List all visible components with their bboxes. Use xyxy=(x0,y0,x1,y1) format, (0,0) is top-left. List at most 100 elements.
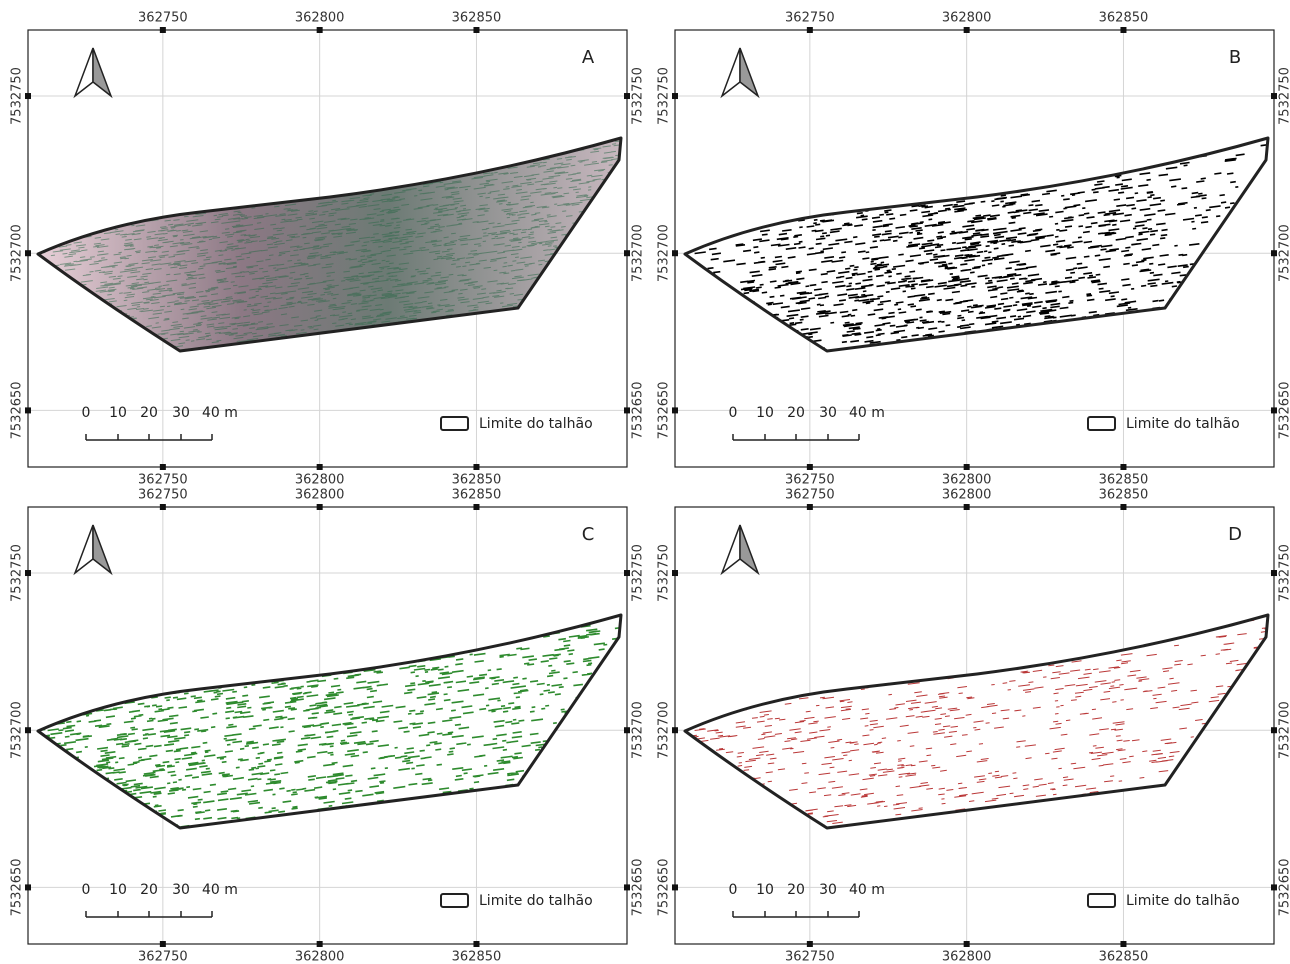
y-tick-label: 7532650 xyxy=(657,858,672,916)
tick-mark xyxy=(25,93,31,99)
legend-label: Limite do talhão xyxy=(479,416,593,432)
legend-label: Limite do talhão xyxy=(1126,416,1240,432)
x-tick-label: 362800 xyxy=(942,473,992,488)
x-tick-label: 362850 xyxy=(1099,488,1149,503)
tick-mark xyxy=(964,941,970,947)
tick-mark xyxy=(1271,250,1277,256)
panel-label: B xyxy=(1229,47,1241,68)
panel-label: C xyxy=(582,524,595,545)
scale-label: 40 m xyxy=(202,405,238,421)
scale-label: 0 xyxy=(729,405,738,421)
scale-label: 30 xyxy=(819,405,837,421)
x-tick-label: 362800 xyxy=(942,950,992,964)
tick-mark xyxy=(317,941,323,947)
panel-label: D xyxy=(1228,524,1242,545)
scale-label: 20 xyxy=(787,405,805,421)
tick-mark xyxy=(1271,407,1277,413)
tick-mark xyxy=(1120,464,1126,470)
scale-label: 10 xyxy=(756,882,774,898)
legend-swatch xyxy=(441,894,468,907)
tick-mark xyxy=(964,504,970,510)
tick-mark xyxy=(1120,27,1126,33)
y-tick-label: 7532700 xyxy=(657,701,672,759)
tick-mark xyxy=(1120,504,1126,510)
tick-mark xyxy=(624,407,630,413)
tick-mark xyxy=(160,504,166,510)
tick-mark xyxy=(624,570,630,576)
tick-mark xyxy=(160,464,166,470)
tick-mark xyxy=(473,464,479,470)
x-tick-label: 362800 xyxy=(295,11,345,26)
y-tick-label: 7532650 xyxy=(657,381,672,439)
y-tick-label: 7532650 xyxy=(631,858,646,916)
x-tick-label: 362750 xyxy=(785,488,835,503)
field-fill xyxy=(38,615,621,828)
tick-mark xyxy=(624,884,630,890)
tick-mark xyxy=(624,93,630,99)
tick-mark xyxy=(964,464,970,470)
scale-label: 30 xyxy=(172,882,190,898)
y-tick-label: 7532700 xyxy=(631,224,646,282)
tick-mark xyxy=(317,27,323,33)
tick-mark xyxy=(25,727,31,733)
tick-mark xyxy=(25,250,31,256)
y-tick-label: 7532750 xyxy=(657,544,672,602)
y-tick-label: 7532750 xyxy=(1278,544,1290,602)
tick-mark xyxy=(473,27,479,33)
x-tick-label: 362800 xyxy=(295,488,345,503)
tick-mark xyxy=(317,504,323,510)
tick-mark xyxy=(473,941,479,947)
tick-mark xyxy=(624,250,630,256)
scale-label: 10 xyxy=(109,405,127,421)
tick-mark xyxy=(317,464,323,470)
y-tick-label: 7532700 xyxy=(10,701,25,759)
north-arrow xyxy=(740,48,758,96)
tick-mark xyxy=(25,570,31,576)
tick-mark xyxy=(672,570,678,576)
legend-swatch xyxy=(441,417,468,430)
x-tick-label: 362800 xyxy=(942,488,992,503)
y-tick-label: 7532700 xyxy=(1278,701,1290,759)
y-tick-label: 7532700 xyxy=(1278,224,1290,282)
tick-mark xyxy=(473,504,479,510)
y-tick-label: 7532750 xyxy=(631,67,646,125)
y-tick-label: 7532750 xyxy=(657,67,672,125)
y-tick-label: 7532700 xyxy=(631,701,646,759)
tick-mark xyxy=(160,941,166,947)
x-tick-label: 362850 xyxy=(1099,473,1149,488)
scale-label: 40 m xyxy=(849,882,885,898)
x-tick-label: 362750 xyxy=(138,488,188,503)
y-tick-label: 7532650 xyxy=(10,381,25,439)
x-tick-label: 362800 xyxy=(295,950,345,964)
y-tick-label: 7532650 xyxy=(10,858,25,916)
x-tick-label: 362850 xyxy=(452,950,502,964)
tick-mark xyxy=(807,464,813,470)
tick-mark xyxy=(25,407,31,413)
north-arrow xyxy=(722,525,740,573)
x-tick-label: 362750 xyxy=(138,473,188,488)
scale-label: 0 xyxy=(82,882,91,898)
map-panel: 3627503627503628003628003628503628507532… xyxy=(10,11,646,488)
scale-label: 10 xyxy=(756,405,774,421)
x-tick-label: 362800 xyxy=(942,11,992,26)
tick-mark xyxy=(964,27,970,33)
scale-label: 20 xyxy=(140,405,158,421)
y-tick-label: 7532750 xyxy=(10,67,25,125)
page: {"panels": [{"label": "A"}, {"label": "B… xyxy=(0,0,1290,964)
tick-mark xyxy=(1271,727,1277,733)
x-tick-label: 362850 xyxy=(452,488,502,503)
scale-label: 40 m xyxy=(849,405,885,421)
scale-label: 40 m xyxy=(202,882,238,898)
x-tick-label: 362850 xyxy=(1099,950,1149,964)
tick-mark xyxy=(160,27,166,33)
y-tick-label: 7532700 xyxy=(10,224,25,282)
y-tick-label: 7532700 xyxy=(657,224,672,282)
tick-mark xyxy=(672,407,678,413)
north-arrow xyxy=(722,48,740,96)
y-tick-label: 7532750 xyxy=(10,544,25,602)
tick-mark xyxy=(807,504,813,510)
x-tick-label: 362850 xyxy=(1099,11,1149,26)
tick-mark xyxy=(25,884,31,890)
map-panel: 3627503627503628003628003628503628507532… xyxy=(657,488,1290,964)
tick-mark xyxy=(672,250,678,256)
